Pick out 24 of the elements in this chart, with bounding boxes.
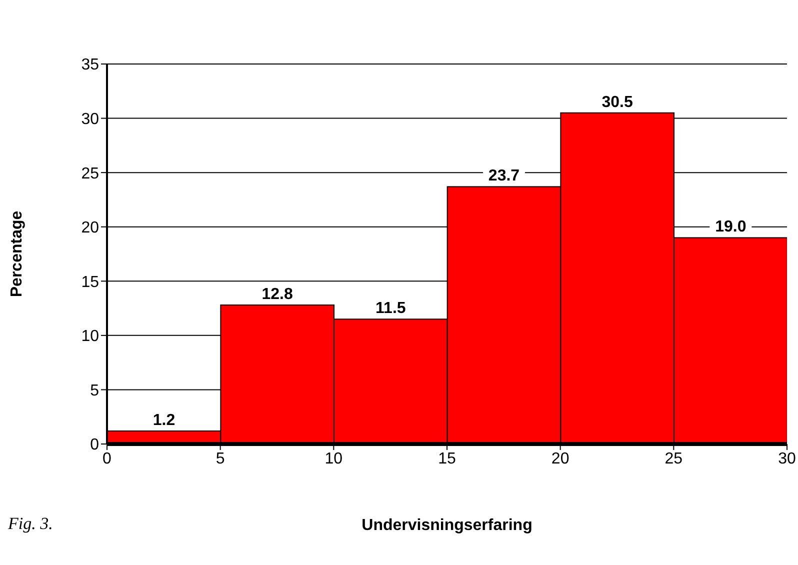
- y-tick-label: 0: [90, 436, 100, 454]
- data-label: 30.5: [602, 94, 634, 111]
- x-tick-label: 25: [664, 450, 683, 468]
- data-label: 19.0: [715, 218, 746, 236]
- x-tick-label: 15: [438, 450, 456, 468]
- y-axis-title: Percentage: [8, 210, 26, 298]
- caption: Fig. 3.: [8, 514, 53, 534]
- data-label: 23.7: [488, 168, 520, 185]
- y-tick-label: 15: [81, 274, 100, 291]
- y-tick-label: 25: [81, 165, 100, 182]
- x-tick-label: 30: [778, 450, 796, 468]
- y-tick-label: 20: [81, 220, 100, 237]
- y-tick-label: 10: [81, 328, 100, 346]
- y-tick-label: 35: [81, 56, 100, 74]
- data-label: 1.2: [152, 412, 176, 429]
- x-tick-label: 20: [551, 450, 570, 468]
- x-tick-label: 10: [324, 450, 343, 468]
- y-tick-label: 30: [81, 110, 100, 128]
- x-tick-label: 5: [216, 450, 225, 468]
- data-label: 11.5: [376, 300, 406, 318]
- x-axis-title: Undervisningserfaring: [362, 517, 532, 534]
- y-tick-label: 5: [90, 382, 100, 400]
- data-label: 12.8: [262, 286, 294, 304]
- x-tick-label: 0: [102, 450, 112, 468]
